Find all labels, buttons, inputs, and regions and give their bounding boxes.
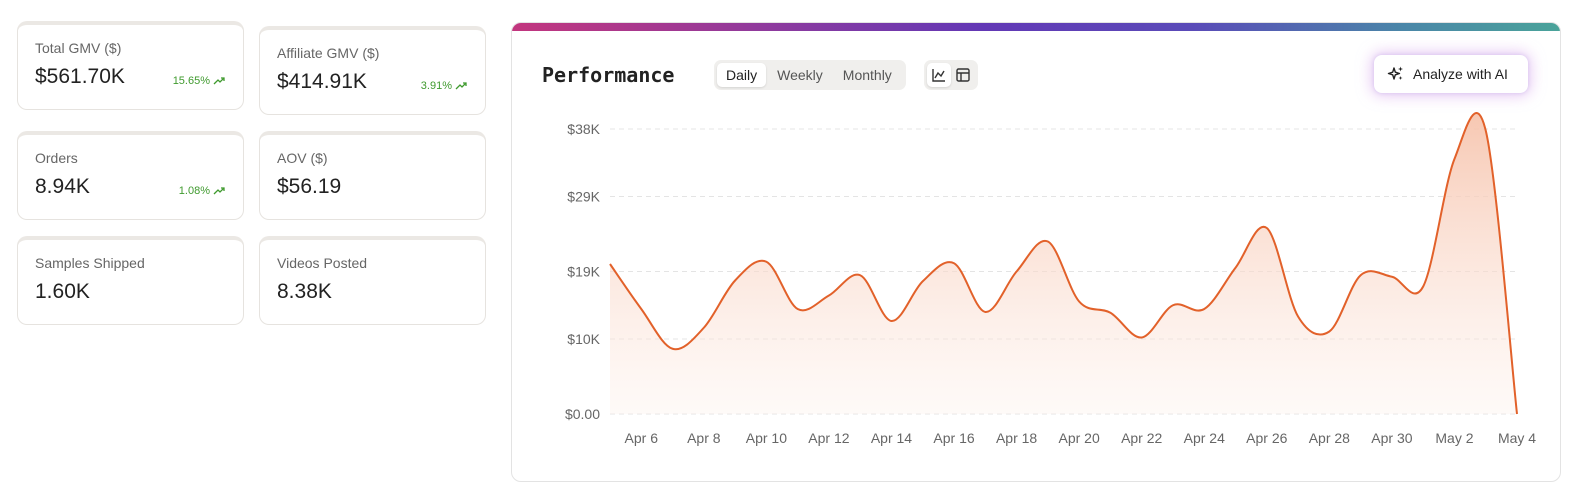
performance-chart: $0.00 $10K $19K $29K $38K Apr 6 Apr 8 Apr 10 Ap…	[565, 112, 1536, 446]
panel-title: Performance	[542, 63, 675, 87]
x-tick-label: May 4	[1498, 430, 1536, 446]
x-tick-label: Apr 28	[1309, 430, 1350, 446]
x-tick-label: Apr 30	[1371, 430, 1412, 446]
metric-card-aov[interactable]: AOV ($) $56.19	[259, 131, 486, 220]
x-tick-label: Apr 26	[1246, 430, 1287, 446]
x-tick-label: Apr 14	[871, 430, 912, 446]
period-monthly-button[interactable]: Monthly	[842, 67, 892, 83]
metric-delta: 15.65%	[173, 75, 226, 87]
analyze-with-ai-button[interactable]: Analyze with AI	[1374, 55, 1528, 93]
metric-delta: 3.91%	[421, 80, 468, 92]
x-tick-label: Apr 12	[808, 430, 849, 446]
y-tick-label: $19K	[567, 264, 600, 280]
x-tick-label: Apr 22	[1121, 430, 1162, 446]
chart-view-button[interactable]	[927, 63, 951, 87]
metric-card-total-gmv[interactable]: Total GMV ($) $561.70K 15.65%	[17, 21, 244, 110]
metric-delta-text: 1.08%	[178, 185, 210, 197]
x-tick-label: Apr 8	[687, 430, 721, 446]
metric-value: $561.70K	[35, 65, 125, 88]
metric-delta-text: 3.91%	[420, 80, 452, 92]
view-toggle	[924, 60, 978, 90]
metric-delta-text: 15.65%	[172, 75, 210, 87]
trend-up-icon	[455, 82, 467, 90]
metric-card-samples-shipped[interactable]: Samples Shipped 1.60K	[17, 236, 244, 325]
metric-label: AOV ($)	[277, 150, 328, 166]
period-toggle: Daily Weekly Monthly	[714, 60, 906, 90]
y-tick-label: $0.00	[565, 406, 600, 422]
y-tick-label: $10K	[567, 331, 600, 347]
metric-label: Total GMV ($)	[35, 40, 122, 56]
metric-label: Samples Shipped	[35, 255, 145, 271]
x-tick-label: Apr 18	[996, 430, 1037, 446]
period-daily-button[interactable]: Daily	[717, 63, 767, 87]
performance-panel: Performance Daily Weekly Monthly Analyze…	[511, 22, 1561, 482]
analyze-with-ai-label: Analyze with AI	[1413, 66, 1508, 82]
x-tick-label: Apr 24	[1184, 430, 1225, 446]
metric-value: $56.19	[277, 175, 342, 198]
metric-card-affiliate-gmv[interactable]: Affiliate GMV ($) $414.91K 3.91%	[259, 26, 486, 115]
metric-card-videos-posted[interactable]: Videos Posted 8.38K	[259, 236, 486, 325]
line-chart-icon	[932, 69, 945, 82]
series-area	[610, 112, 1517, 414]
metric-label: Videos Posted	[277, 255, 368, 271]
metric-label: Affiliate GMV ($)	[277, 45, 380, 61]
metric-delta: 1.08%	[179, 185, 226, 197]
x-tick-label: Apr 20	[1059, 430, 1100, 446]
metric-value: 8.38K	[277, 280, 332, 303]
y-tick-label: $29K	[567, 189, 600, 205]
x-tick-label: Apr 16	[933, 430, 974, 446]
metric-value: 8.94K	[35, 175, 90, 198]
metric-card-orders[interactable]: Orders 8.94K 1.08%	[17, 131, 244, 220]
metric-value: 1.60K	[35, 280, 90, 303]
table-icon	[956, 68, 970, 82]
metric-label: Orders	[35, 150, 78, 166]
panel-accent-bar	[512, 23, 1560, 31]
y-tick-label: $38K	[567, 121, 600, 137]
trend-up-icon	[213, 77, 225, 85]
series-line	[609, 112, 1518, 415]
trend-up-icon	[213, 187, 225, 195]
table-view-button[interactable]	[951, 63, 975, 87]
x-tick-label: May 2	[1435, 430, 1473, 446]
period-weekly-button[interactable]: Weekly	[777, 67, 823, 83]
sparkles-icon	[1387, 66, 1403, 80]
x-tick-label: Apr 10	[746, 430, 787, 446]
metric-value: $414.91K	[277, 70, 367, 93]
x-tick-label: Apr 6	[625, 430, 659, 446]
